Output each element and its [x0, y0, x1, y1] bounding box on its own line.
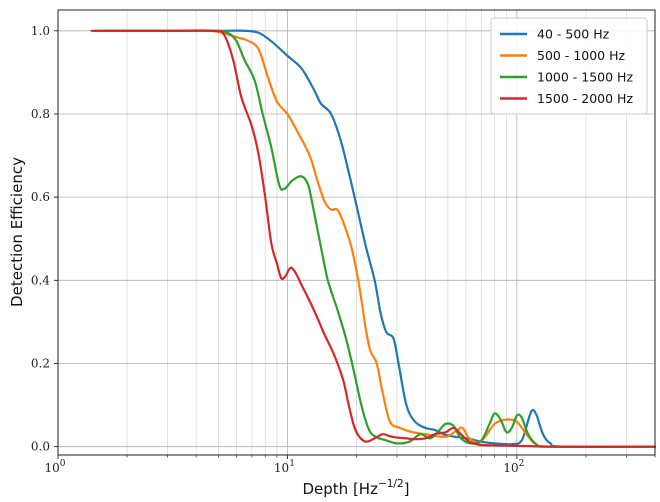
- y-tick-label: 0.8: [31, 107, 50, 121]
- y-tick-label: 1.0: [31, 24, 50, 38]
- y-tick-label: 0.6: [31, 190, 50, 204]
- legend: 40 - 500 Hz 500 - 1000 Hz 1000 - 1500 Hz 15…: [490, 17, 648, 115]
- y-axis-label: Detection Efficiency: [8, 157, 26, 307]
- legend-label: 1500 - 2000 Hz: [537, 91, 633, 106]
- series-lines: [90, 29, 657, 449]
- x-axis-label-suffix: ]: [404, 480, 410, 498]
- x-axis-label: Depth [Hz−1/2]: [302, 478, 409, 498]
- x-tick-label: 102: [503, 459, 524, 475]
- y-axis-ticks: 0.0 0.2 0.4 0.6 0.8 1.0: [31, 24, 58, 454]
- x-tick-label: 100: [44, 459, 65, 475]
- x-axis-ticks: 100 101 102: [44, 455, 656, 475]
- series-line-1000-1500: [93, 29, 657, 448]
- legend-label: 1000 - 1500 Hz: [537, 70, 633, 85]
- y-tick-label: 0.0: [31, 440, 50, 454]
- legend-box: [490, 17, 648, 115]
- series-line-500-1000: [97, 29, 657, 449]
- series-line-40-500: [103, 29, 657, 449]
- series-line-1500-2000: [90, 29, 657, 448]
- legend-label: 500 - 1000 Hz: [537, 48, 626, 63]
- y-tick-label: 0.2: [31, 357, 50, 371]
- legend-label: 40 - 500 Hz: [537, 27, 610, 42]
- x-tick-label: 101: [274, 459, 295, 475]
- x-axis-label-exponent: −1/2: [378, 478, 404, 490]
- y-tick-label: 0.4: [31, 273, 50, 287]
